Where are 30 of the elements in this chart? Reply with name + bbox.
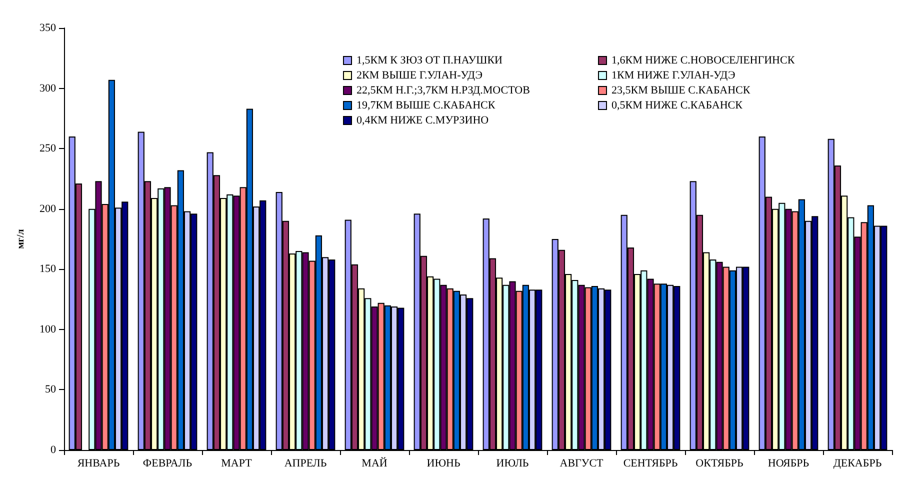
legend-label: 22,5КМ Н.Г.;3,7КМ Н.РЗД.МОСТОВ <box>356 84 530 96</box>
legend-label: 1,6КМ НИЖЕ С.НОВОСЕЛЕНГИНСК <box>612 54 796 66</box>
y-tick-label: 250 <box>40 142 56 155</box>
x-tick-label: АВГУСТ <box>560 458 604 470</box>
y-tick-label: 300 <box>40 82 56 94</box>
x-tick-label: НОЯБРЬ <box>768 458 810 470</box>
y-tick-label: 50 <box>45 384 56 396</box>
y-tick-label: 0 <box>50 444 56 456</box>
x-tick-label: МАРТ <box>221 458 252 470</box>
legend-label: 0,5КМ НИЖЕ С.КАБАНСК <box>612 100 744 112</box>
legend-label: 1,5КМ К ЗЮЗ ОТ П.НАУШКИ <box>356 54 503 66</box>
y-tick-label: 150 <box>40 263 56 276</box>
legend-label: 19,7КМ ВЫШЕ С.КАБАНСК <box>356 100 496 112</box>
x-tick-label: ИЮНЬ <box>426 458 460 470</box>
x-tick-label: АПРЕЛЬ <box>284 458 327 470</box>
y-tick-label: 100 <box>40 323 56 336</box>
x-tick-label: ИЮЛЬ <box>496 458 529 470</box>
legend-label: 0,4КМ НИЖЕ С.МУРЗИНО <box>356 114 489 126</box>
y-tick-label: 350 <box>40 22 56 34</box>
legend-label: 23,5КМ ВЫШЕ С.КАБАНСК <box>612 84 751 96</box>
x-tick-label: ФЕВРАЛЬ <box>142 458 192 470</box>
y-tick-label: 200 <box>40 202 56 215</box>
legend-label: 2КМ ВЫШЕ Г.УЛАН-УДЭ <box>356 70 483 82</box>
x-tick-label: МАЙ <box>362 456 388 470</box>
x-tick-label: ОКТЯБРЬ <box>696 458 744 470</box>
x-tick-label: ЯНВАРЬ <box>77 458 120 470</box>
x-tick-label: СЕНТЯБРЬ <box>623 458 678 470</box>
legend-label: 1КМ НИЖЕ Г.УЛАН-УДЭ <box>612 70 736 82</box>
x-tick-label: ДЕКАБРЬ <box>833 458 882 470</box>
y-axis-title: мг/л <box>16 228 26 249</box>
